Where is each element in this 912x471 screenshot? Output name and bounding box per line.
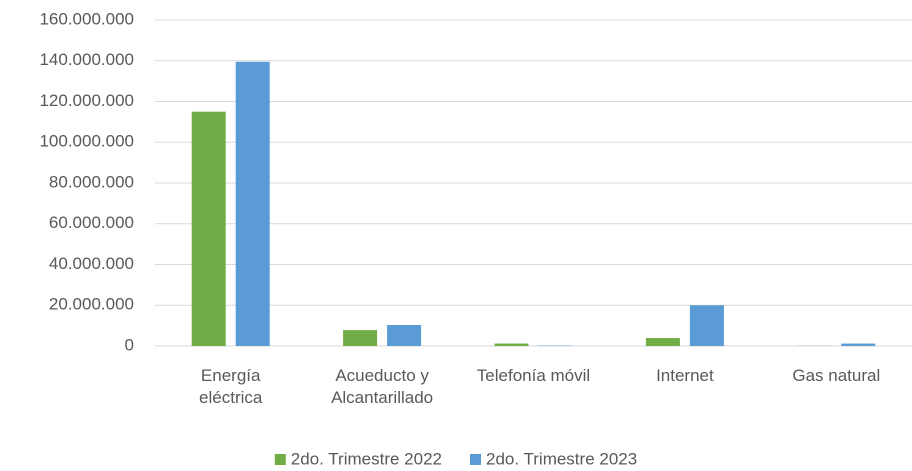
y-tick-label: 0: [125, 335, 134, 354]
bar: [235, 61, 270, 347]
y-tick-label: 40.000.000: [49, 254, 134, 273]
bar: [689, 305, 724, 346]
x-tick-label: Telefonía móvil: [476, 366, 591, 385]
y-tick-label: 140.000.000: [39, 50, 134, 69]
y-tick-label: 80.000.000: [49, 172, 134, 191]
y-tick-label: 120.000.000: [39, 91, 134, 110]
x-tick-label: Energía eléctrica: [199, 366, 263, 407]
y-tick-label: 60.000.000: [49, 213, 134, 232]
legend-label: 2do. Trimestre 2023: [486, 449, 637, 468]
bar: [191, 111, 226, 346]
x-tick-label: Internet: [656, 366, 714, 385]
x-tick-label: Acueducto y Alcantarillado: [331, 366, 434, 407]
x-tick-label: Gas natural: [792, 366, 881, 385]
bar: [387, 325, 422, 346]
bar: [841, 343, 876, 346]
bar: [494, 343, 529, 346]
legend-swatch: [274, 454, 286, 465]
y-tick-label: 100.000.000: [39, 132, 134, 151]
legend-swatch: [470, 454, 481, 465]
y-tick-label: 20.000.000: [49, 295, 134, 314]
bar: [645, 338, 680, 346]
y-tick-label: 160.000.000: [39, 9, 134, 28]
legend-label: 2do. Trimestre 2022: [291, 449, 442, 468]
bar: [343, 330, 378, 346]
